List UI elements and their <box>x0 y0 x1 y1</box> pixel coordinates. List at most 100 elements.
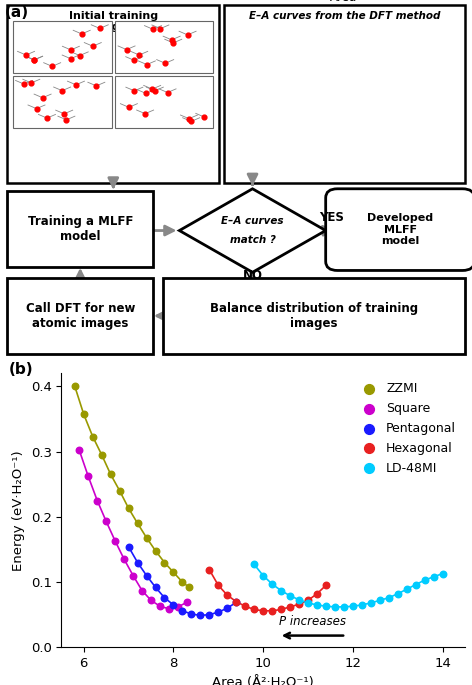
Square <box>183 597 191 608</box>
Text: Balance distribution of training
images: Balance distribution of training images <box>210 302 418 330</box>
Point <box>49 61 56 72</box>
Text: NO: NO <box>243 269 262 282</box>
Hexagonal <box>251 604 258 615</box>
Pentagonal <box>134 557 141 568</box>
Square <box>138 585 146 596</box>
Point <box>168 34 176 45</box>
Hexagonal <box>214 580 222 591</box>
LD-48MI <box>421 575 429 586</box>
Hexagonal <box>295 599 303 610</box>
Pentagonal <box>169 599 177 610</box>
LD-48MI <box>295 594 303 605</box>
LD-48MI <box>304 597 312 608</box>
Point <box>184 29 191 40</box>
LD-48MI <box>439 568 447 579</box>
Square <box>156 601 164 612</box>
Pentagonal <box>160 593 168 603</box>
ZZMI <box>134 518 141 529</box>
Hexagonal <box>304 595 312 606</box>
Hexagonal <box>206 564 213 575</box>
Hexagonal <box>313 588 320 599</box>
Point <box>76 50 84 61</box>
LD-48MI <box>385 593 393 603</box>
Point <box>161 58 169 68</box>
LD-48MI <box>277 585 285 596</box>
ZZMI <box>71 381 78 392</box>
Point <box>125 102 133 113</box>
LD-48MI <box>349 601 356 612</box>
Point <box>89 40 97 51</box>
Text: YES: YES <box>319 211 344 224</box>
Pentagonal <box>178 606 186 616</box>
LD-48MI <box>340 601 347 612</box>
Point <box>96 23 103 34</box>
LD-48MI <box>251 559 258 570</box>
ZZMI <box>178 577 186 588</box>
Hexagonal <box>260 606 267 616</box>
LD-48MI <box>331 601 338 612</box>
Hexagonal <box>223 590 231 601</box>
ZZMI <box>169 566 177 577</box>
Hexagonal <box>277 604 285 615</box>
Point <box>131 86 138 97</box>
Point <box>93 80 100 91</box>
Point <box>67 53 75 64</box>
LD-48MI <box>376 595 383 606</box>
FancyBboxPatch shape <box>13 21 112 73</box>
ZZMI <box>80 409 87 420</box>
FancyBboxPatch shape <box>326 189 472 271</box>
Point <box>33 103 40 114</box>
Point <box>78 29 85 40</box>
ZZMI <box>89 431 96 442</box>
Text: (a): (a) <box>5 5 29 21</box>
Point <box>169 38 177 49</box>
Text: E–A curves: E–A curves <box>221 216 284 227</box>
Legend: ZZMI, Square, Pentagonal, Hexagonal, LD-48MI: ZZMI, Square, Pentagonal, Hexagonal, LD-… <box>354 379 459 477</box>
ZZMI <box>116 485 123 496</box>
Square <box>93 495 101 506</box>
Text: match ?: match ? <box>229 235 276 245</box>
FancyBboxPatch shape <box>13 75 112 128</box>
Point <box>164 87 171 98</box>
Square <box>111 536 119 547</box>
Point <box>63 114 70 125</box>
Point <box>143 59 151 70</box>
Text: P increases: P increases <box>279 614 346 627</box>
Pentagonal <box>223 603 231 614</box>
Point <box>148 84 156 95</box>
FancyBboxPatch shape <box>7 277 153 354</box>
Pentagonal <box>125 541 132 552</box>
ZZMI <box>98 449 106 460</box>
Point <box>20 79 28 90</box>
Hexagonal <box>268 606 276 616</box>
FancyBboxPatch shape <box>115 21 213 73</box>
Point <box>187 116 195 127</box>
Text: Training a MLFF
model: Training a MLFF model <box>27 214 133 242</box>
Point <box>135 49 143 60</box>
X-axis label: Area: Area <box>330 0 357 4</box>
Pentagonal <box>232 597 240 608</box>
Point <box>123 44 130 55</box>
LD-48MI <box>403 584 410 595</box>
Y-axis label: Energy (eV·H₂O⁻¹): Energy (eV·H₂O⁻¹) <box>12 450 25 571</box>
Square <box>76 445 83 456</box>
Square <box>147 595 155 606</box>
FancyBboxPatch shape <box>224 5 465 184</box>
FancyBboxPatch shape <box>163 277 465 354</box>
Pentagonal <box>152 582 159 593</box>
Polygon shape <box>179 189 326 273</box>
Pentagonal <box>143 570 150 581</box>
Point <box>201 112 208 123</box>
LD-48MI <box>268 579 276 590</box>
FancyBboxPatch shape <box>7 5 219 184</box>
LD-48MI <box>394 588 401 599</box>
Text: Call DFT for new
atomic images: Call DFT for new atomic images <box>25 302 135 330</box>
LD-48MI <box>313 599 320 610</box>
Hexagonal <box>322 580 329 591</box>
Square <box>102 516 110 527</box>
ZZMI <box>107 469 114 480</box>
Text: E–A curves from the DFT method: E–A curves from the DFT method <box>249 11 440 21</box>
Hexagonal <box>241 601 249 612</box>
Point <box>141 108 149 119</box>
X-axis label: Area (Å²·H₂O⁻¹): Area (Å²·H₂O⁻¹) <box>212 675 314 685</box>
